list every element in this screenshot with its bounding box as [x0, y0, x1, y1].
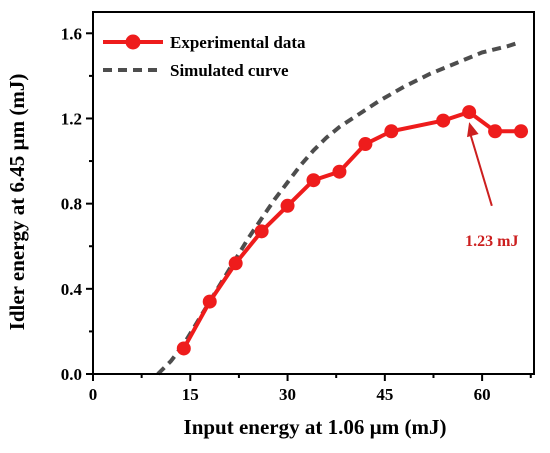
x-tick-label: 30 — [279, 385, 296, 404]
experimental-data-point — [462, 105, 477, 120]
legend-label-simulated: Simulated curve — [170, 61, 289, 80]
experimental-data-point — [436, 113, 451, 128]
experimental-data-point — [514, 124, 529, 139]
experimental-data-line — [182, 110, 522, 350]
y-tick-label: 0.0 — [61, 365, 82, 384]
plot-frame — [92, 11, 535, 375]
y-tick-label: 1.2 — [61, 109, 82, 128]
legend-experimental-marker — [125, 34, 141, 50]
simulated-curve-line — [156, 39, 522, 376]
x-tick-label: 45 — [376, 385, 393, 404]
annotation-arrow-line — [468, 129, 493, 207]
experimental-data-point — [254, 224, 269, 239]
experimental-data-point — [488, 124, 503, 139]
axes: 0 15 30 45 60 0.0 0.4 0.8 1.2 1.6 — [61, 11, 535, 404]
legend-label-experimental: Experimental data — [170, 33, 306, 52]
experimental-data-point — [358, 137, 373, 152]
experimental-data-point — [228, 256, 243, 271]
experimental-data-point — [384, 124, 399, 139]
experimental-data-point — [176, 341, 191, 356]
legend: Experimental data Simulated curve — [103, 33, 306, 80]
x-tick-label: 15 — [182, 385, 199, 404]
experimental-data-point — [306, 173, 321, 188]
y-tick-label: 0.4 — [61, 280, 83, 299]
y-axis-title: Idler energy at 6.45 µm (mJ) — [5, 74, 29, 331]
annotation-arrow-head — [467, 122, 479, 138]
y-tick-label: 1.6 — [61, 24, 82, 43]
y-tick-label: 0.8 — [61, 195, 82, 214]
x-axis-title: Input energy at 1.06 µm (mJ) — [184, 415, 447, 439]
experimental-data-point — [202, 294, 217, 309]
annotation-peak-label: 1.23 mJ — [465, 233, 518, 250]
x-tick-label: 0 — [89, 385, 98, 404]
annotation: 1.23 mJ — [465, 122, 519, 250]
experimental-data-point — [332, 164, 347, 179]
experimental-data-point — [280, 198, 295, 213]
x-tick-label: 60 — [474, 385, 491, 404]
plot-area — [156, 39, 529, 376]
